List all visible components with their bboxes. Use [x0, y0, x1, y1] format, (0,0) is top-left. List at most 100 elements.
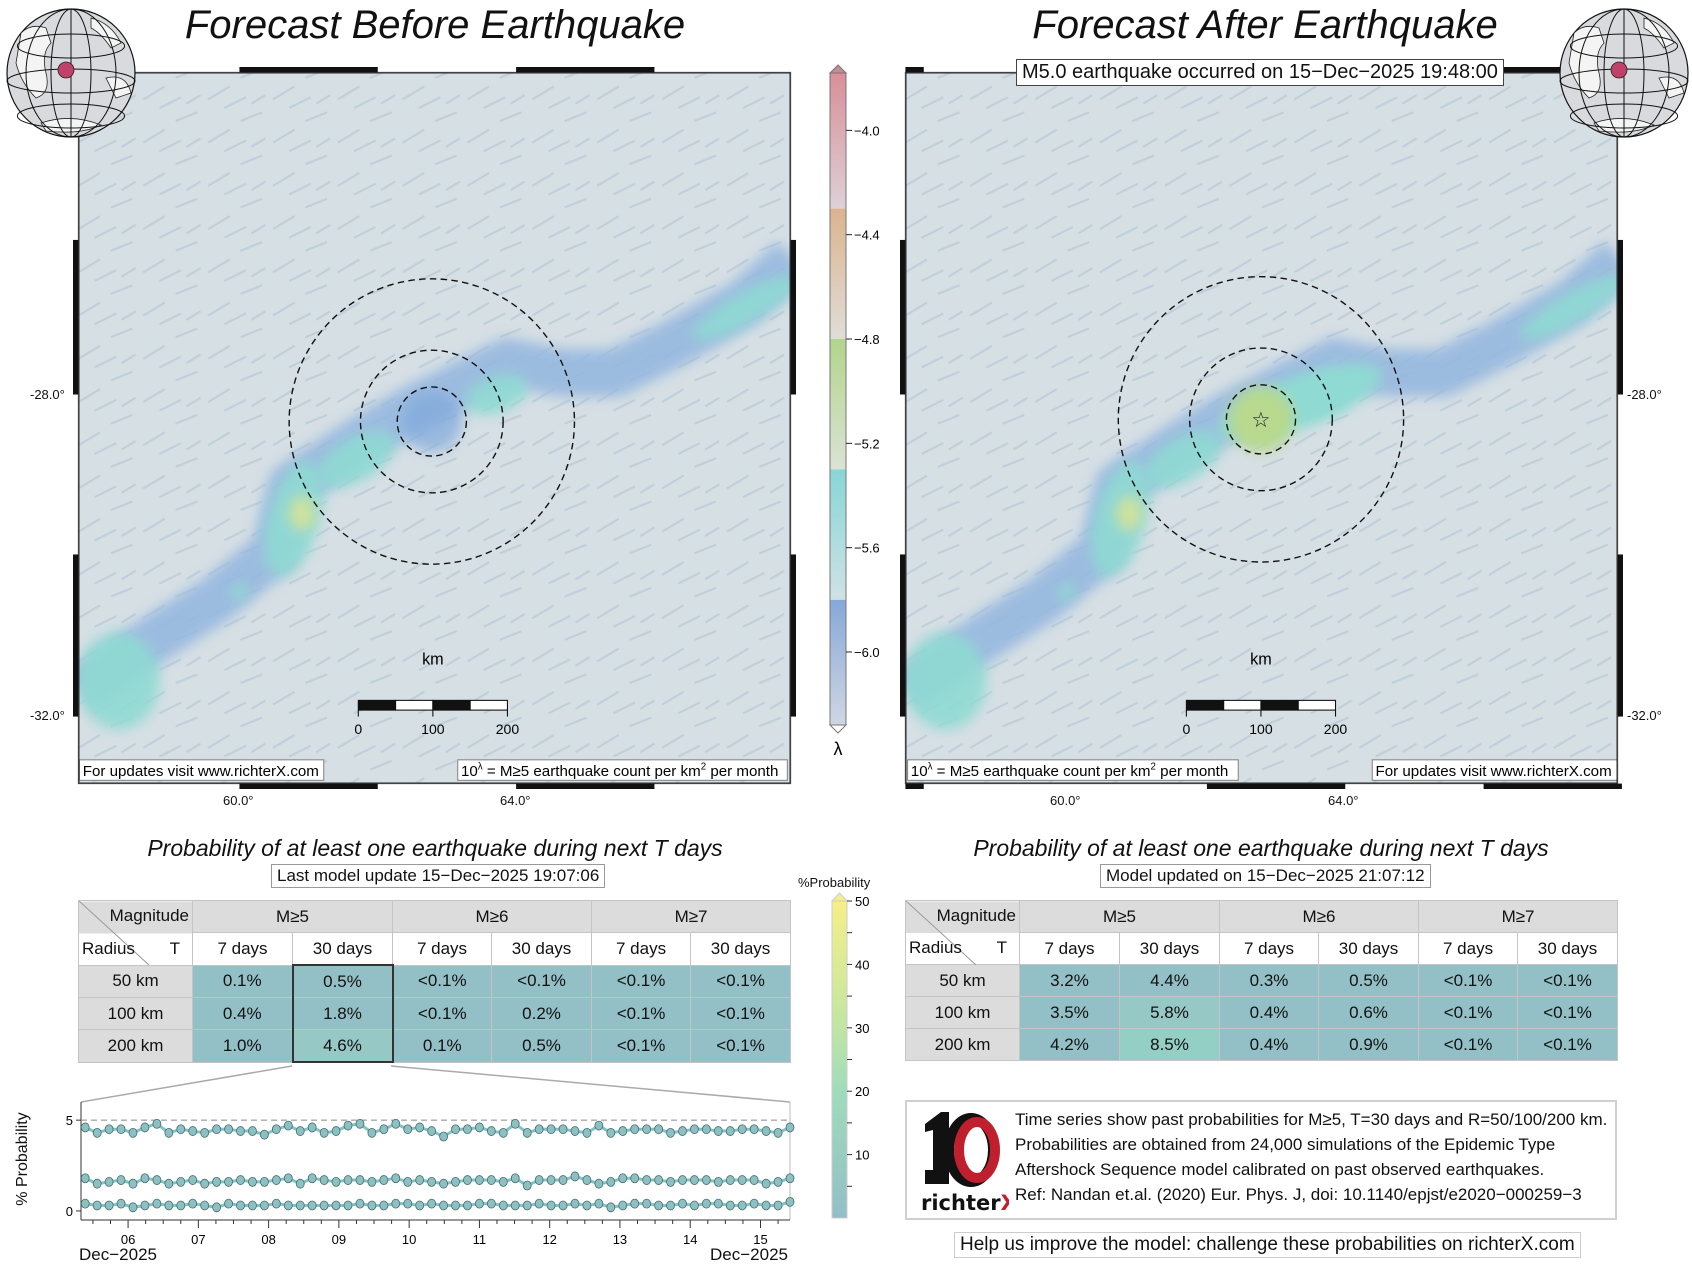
probability-cell[interactable]: <0.1% [1418, 964, 1519, 997]
data-point [152, 1175, 162, 1185]
help-link[interactable]: Help us improve the model: challenge the… [954, 1232, 1581, 1258]
info-line: Aftershock Sequence model calibrated on … [1015, 1160, 1545, 1179]
data-point [104, 1124, 114, 1135]
table-corner-header: Magnitude Radius T [78, 900, 193, 966]
probability-cell[interactable]: <0.1% [1418, 1028, 1519, 1061]
period-column-header: 30 days [1318, 932, 1420, 965]
colorbar-tick-label: 10 [855, 1148, 869, 1163]
probability-cell[interactable]: <0.1% [1517, 964, 1619, 997]
probability-cell[interactable]: <0.1% [690, 964, 792, 998]
probability-cell[interactable]: 0.5% [1318, 964, 1420, 997]
data-point [582, 1127, 592, 1138]
probability-cell[interactable]: 0.5% [491, 1029, 593, 1063]
seismic-hotspot [904, 632, 987, 730]
probability-cell[interactable]: 4.4% [1118, 964, 1221, 997]
map-frame [73, 67, 796, 789]
probability-cell[interactable]: 0.4% [1219, 1028, 1320, 1061]
table-row: 50 km 3.2% 4.4% 0.3% 0.5% <0.1% <0.1% [905, 964, 1619, 997]
probability-cell[interactable]: <0.1% [491, 964, 593, 998]
data-point [546, 1124, 556, 1135]
colorbar-max-arrow [828, 64, 848, 74]
data-point [737, 1175, 747, 1185]
table-row: 100 km 3.5% 5.8% 0.4% 0.6% <0.1% <0.1% [905, 996, 1619, 1029]
probability-cell[interactable]: <0.1% [591, 964, 692, 998]
data-point [558, 1200, 568, 1211]
period-column-header: 7 days [392, 932, 493, 966]
probability-cell[interactable]: 3.5% [1019, 996, 1120, 1029]
data-point [164, 1178, 174, 1189]
probability-cell[interactable]: <0.1% [1517, 1028, 1619, 1061]
probability-cell[interactable]: <0.1% [1517, 996, 1619, 1029]
data-point [618, 1173, 628, 1184]
scale-tick-label: 100 [421, 721, 445, 737]
probability-cell[interactable]: <0.1% [690, 1029, 792, 1063]
probability-cell[interactable]: 0.3% [1219, 964, 1320, 997]
magnitude-column-header: M≥7 [591, 900, 792, 933]
probability-cell[interactable]: 4.6% [291, 1029, 394, 1063]
data-point [415, 1175, 425, 1185]
lat-label: -32.0° [30, 708, 65, 723]
data-point [104, 1200, 114, 1211]
data-point [546, 1175, 556, 1185]
data-point [164, 1127, 174, 1138]
data-point [678, 1175, 687, 1185]
right-forecast-map[interactable]: ☆ km 0 100 200 10λ = M≥5 earthquake count per… [900, 67, 1623, 789]
svg-text:For updates visit www.richterX: For updates visit www.richterX.com [1376, 763, 1612, 780]
colorbar-min-arrow [828, 724, 848, 734]
scale-bar-segment [1297, 699, 1337, 711]
magnitude-column-header: M≥5 [1018, 900, 1221, 933]
probability-cell[interactable]: <0.1% [392, 997, 493, 1030]
locator-globe-icon [1559, 8, 1689, 138]
data-point [701, 1175, 711, 1185]
data-point [749, 1198, 759, 1209]
data-point [331, 1126, 341, 1136]
probability-cell[interactable]: 0.6% [1318, 996, 1420, 1029]
colorbar-band [830, 599, 846, 725]
radius-circle [1117, 275, 1405, 563]
svg-text:10λ = M≥5 earthquake count per: 10λ = M≥5 earthquake count per km2 per m… [911, 762, 1228, 780]
probability-cell[interactable]: 4.2% [1019, 1028, 1120, 1061]
data-point [486, 1126, 496, 1136]
data-point [510, 1118, 520, 1129]
data-point [534, 1124, 544, 1135]
colorbar-band [830, 73, 846, 209]
data-point [451, 1176, 460, 1187]
colorbar-tick-label: 40 [855, 957, 869, 972]
probability-cell[interactable]: 8.5% [1118, 1028, 1221, 1061]
left-forecast-map[interactable]: km 0 100 200 For updates visit www.richterX.… [73, 67, 796, 789]
probability-cell[interactable]: 0.4% [192, 997, 293, 1030]
probability-cell[interactable]: <0.1% [591, 1029, 692, 1063]
probability-cell[interactable]: 0.2% [491, 997, 593, 1030]
epicenter-star-icon[interactable]: ☆ [1251, 407, 1270, 432]
y-tick-label: 0 [66, 1204, 73, 1219]
probability-time-series: 0 5 06 07 08 09 10 11 12 13 14 15 [66, 1065, 795, 1247]
probability-cell[interactable]: <0.1% [392, 964, 493, 998]
info-line: Time series show past probabilities for … [1015, 1110, 1608, 1129]
data-point [486, 1175, 496, 1185]
probability-cell[interactable]: 5.8% [1118, 996, 1221, 1029]
zoom-connector [80, 1065, 293, 1103]
right-update-label: Model updated on 15−Dec−2025 21:07:12 [1100, 864, 1431, 888]
probability-cell[interactable]: <0.1% [1418, 996, 1519, 1029]
period-column-header: 30 days [690, 932, 792, 966]
data-point [248, 1126, 257, 1136]
scale-bar-segment [395, 699, 434, 711]
probability-cell[interactable]: 0.9% [1318, 1028, 1420, 1061]
probability-cell[interactable]: 0.5% [291, 964, 394, 998]
data-point [654, 1124, 663, 1135]
probability-cell[interactable]: 1.8% [291, 997, 394, 1030]
data-point [92, 1200, 102, 1211]
data-point [128, 1127, 138, 1138]
map-canvas[interactable]: km 0 100 200 For updates visit www.richterX.… [73, 67, 796, 789]
probability-cell[interactable]: 1.0% [192, 1029, 293, 1063]
probability-cell[interactable]: <0.1% [591, 997, 692, 1030]
probability-cell[interactable]: <0.1% [690, 997, 792, 1030]
magnitude-header: Magnitude [109, 906, 189, 925]
data-point [188, 1126, 198, 1136]
probability-cell[interactable]: 0.1% [192, 964, 293, 998]
map-canvas[interactable]: ☆ km 0 100 200 10λ = M≥5 earthquake count per… [900, 67, 1623, 789]
probability-cell[interactable]: 0.1% [392, 1029, 493, 1063]
probability-cell[interactable]: 0.4% [1219, 996, 1320, 1029]
data-point [785, 1122, 795, 1133]
probability-cell[interactable]: 3.2% [1019, 964, 1120, 997]
